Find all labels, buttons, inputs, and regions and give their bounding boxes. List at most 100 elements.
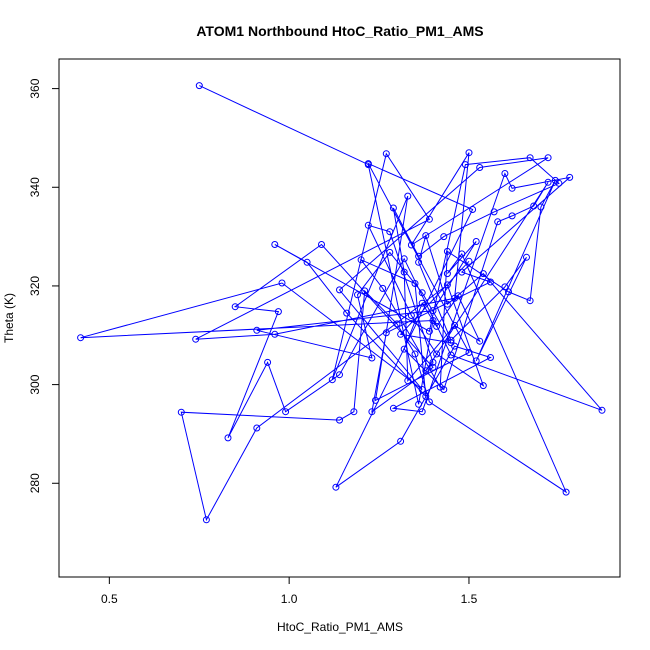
data-point xyxy=(425,327,433,335)
data-point xyxy=(195,82,203,90)
data-point xyxy=(415,252,423,260)
data-point xyxy=(469,206,477,213)
data-point xyxy=(393,320,401,328)
data-point xyxy=(278,279,286,287)
data-point xyxy=(443,247,451,255)
data-point xyxy=(465,257,473,265)
data-point xyxy=(368,408,376,416)
data-point xyxy=(479,382,487,390)
data-point xyxy=(598,406,606,414)
data-point xyxy=(566,173,574,181)
x-tick-label: 1.5 xyxy=(461,592,478,606)
x-axis-label: HtoC_Ratio_PM1_AMS xyxy=(277,620,403,634)
chart-title: ATOM1 Northbound HtoC_Ratio_PM1_AMS xyxy=(196,23,483,39)
data-point xyxy=(271,241,279,248)
data-point xyxy=(271,330,279,338)
data-point xyxy=(253,326,261,334)
data-point xyxy=(418,386,426,393)
y-tick-label: 320 xyxy=(28,276,42,296)
data-point xyxy=(447,339,455,347)
data-point xyxy=(505,288,512,296)
data-point xyxy=(364,160,372,168)
data-point xyxy=(253,424,261,432)
data-point xyxy=(177,408,185,416)
data-point xyxy=(440,233,448,241)
x-tick-label: 1.0 xyxy=(281,592,298,606)
data-point xyxy=(429,317,437,324)
data-point xyxy=(336,371,343,379)
data-point xyxy=(458,268,466,276)
y-axis-label: Theta (K) xyxy=(2,293,16,343)
data-point xyxy=(397,437,405,445)
data-point xyxy=(400,255,408,263)
data-point xyxy=(526,154,534,162)
plot-frame xyxy=(58,58,621,578)
data-point xyxy=(411,350,419,358)
data-point xyxy=(465,149,473,157)
data-point xyxy=(447,351,455,359)
data-point xyxy=(472,238,480,245)
data-point xyxy=(389,204,397,212)
data-point xyxy=(343,309,351,317)
data-point xyxy=(264,358,272,366)
data-point xyxy=(562,488,570,496)
y-tick-label: 300 xyxy=(28,374,42,394)
data-point xyxy=(336,286,343,294)
data-point xyxy=(282,408,290,416)
data-point xyxy=(537,203,545,211)
data-point xyxy=(386,248,394,256)
data-point xyxy=(443,270,451,278)
data-point xyxy=(436,383,444,391)
y-axis: 280 300 320 340 360 xyxy=(28,78,59,493)
data-point xyxy=(494,218,502,226)
data-point xyxy=(544,178,552,186)
data-point xyxy=(429,358,437,366)
data-point xyxy=(389,404,397,412)
data-point xyxy=(422,232,430,240)
data-point xyxy=(429,307,437,315)
data-point xyxy=(332,483,340,491)
data-point xyxy=(501,283,509,291)
data-point xyxy=(400,268,408,276)
data-point xyxy=(354,291,361,299)
data-point xyxy=(336,416,343,424)
data-point xyxy=(523,253,530,261)
data-point xyxy=(328,376,336,384)
data-point xyxy=(555,179,563,187)
data-point xyxy=(418,299,426,307)
data-point xyxy=(443,300,451,308)
data-point xyxy=(454,292,462,300)
data-point xyxy=(231,303,239,311)
data-point xyxy=(440,386,448,393)
data-point xyxy=(379,284,387,292)
data-point xyxy=(404,377,412,385)
data-point xyxy=(397,330,405,338)
data-point xyxy=(476,337,484,345)
data-point xyxy=(382,150,390,158)
data-point xyxy=(479,270,487,278)
x-axis: 0.5 1.0 1.5 xyxy=(101,577,478,606)
data-point xyxy=(382,329,390,337)
data-point xyxy=(364,221,372,229)
data-point xyxy=(404,192,412,200)
x-tick-label: 0.5 xyxy=(101,592,118,606)
data-point xyxy=(202,516,210,524)
data-point xyxy=(192,335,200,343)
data-point xyxy=(461,161,469,169)
data-point xyxy=(447,336,455,344)
data-point xyxy=(303,258,311,266)
data-point xyxy=(487,278,494,286)
data-point xyxy=(429,363,437,371)
data-point xyxy=(433,350,441,358)
data-point xyxy=(415,400,423,408)
data-point xyxy=(433,322,441,330)
data-point xyxy=(458,250,466,258)
data-point xyxy=(318,241,325,248)
data-point xyxy=(407,241,415,249)
data-point xyxy=(451,321,459,329)
data-series xyxy=(77,82,606,524)
data-point xyxy=(350,408,358,416)
data-point xyxy=(224,434,232,442)
data-point xyxy=(425,215,433,223)
